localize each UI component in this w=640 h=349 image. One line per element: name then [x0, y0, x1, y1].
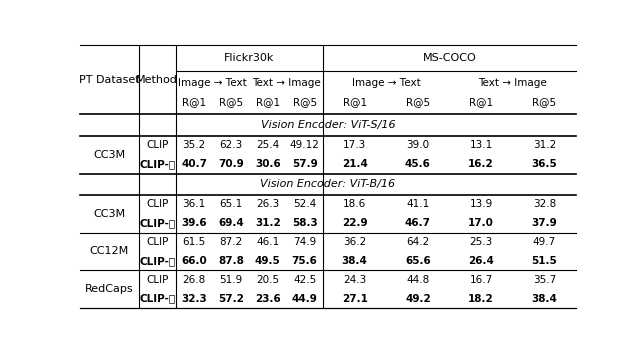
Text: 42.5: 42.5: [293, 275, 316, 285]
Text: 18.6: 18.6: [343, 200, 366, 209]
Text: R@1: R@1: [182, 97, 206, 107]
Text: 66.0: 66.0: [181, 256, 207, 266]
Text: 57.2: 57.2: [218, 294, 244, 304]
Text: 36.1: 36.1: [182, 200, 206, 209]
Text: RedCaps: RedCaps: [85, 284, 134, 294]
Text: 65.6: 65.6: [405, 256, 431, 266]
Text: R@1: R@1: [342, 97, 367, 107]
Text: Text → Image: Text → Image: [252, 79, 321, 89]
Text: Vision Encoder: ViT-S/16: Vision Encoder: ViT-S/16: [260, 120, 396, 130]
Text: 52.4: 52.4: [293, 200, 316, 209]
Text: 22.9: 22.9: [342, 218, 367, 228]
Text: Method: Method: [136, 74, 178, 84]
Text: CLIP: CLIP: [146, 200, 168, 209]
Text: R@1: R@1: [469, 97, 493, 107]
Text: Vision Encoder: ViT-B/16: Vision Encoder: ViT-B/16: [260, 179, 396, 189]
Text: 35.7: 35.7: [532, 275, 556, 285]
Text: 35.2: 35.2: [182, 140, 206, 150]
Text: CLIP-𝒞: CLIP-𝒞: [139, 218, 175, 228]
Text: 13.9: 13.9: [470, 200, 493, 209]
Text: 49.7: 49.7: [532, 237, 556, 247]
Text: 61.5: 61.5: [182, 237, 206, 247]
Text: 31.2: 31.2: [532, 140, 556, 150]
Text: R@5: R@5: [292, 97, 317, 107]
Text: 26.3: 26.3: [256, 200, 280, 209]
Text: 69.4: 69.4: [218, 218, 244, 228]
Text: MS-COCO: MS-COCO: [422, 53, 476, 63]
Text: 23.6: 23.6: [255, 294, 281, 304]
Text: R@1: R@1: [256, 97, 280, 107]
Text: CC12M: CC12M: [90, 246, 129, 257]
Text: 18.2: 18.2: [468, 294, 494, 304]
Text: Flickr30k: Flickr30k: [224, 53, 275, 63]
Text: R@5: R@5: [219, 97, 243, 107]
Text: 21.4: 21.4: [342, 159, 367, 169]
Text: 32.8: 32.8: [532, 200, 556, 209]
Text: 64.2: 64.2: [406, 237, 429, 247]
Text: 39.6: 39.6: [181, 218, 207, 228]
Text: 74.9: 74.9: [293, 237, 316, 247]
Text: 46.1: 46.1: [256, 237, 280, 247]
Text: 65.1: 65.1: [220, 200, 243, 209]
Text: Image → Text: Image → Text: [352, 79, 420, 89]
Text: 36.5: 36.5: [531, 159, 557, 169]
Text: Image → Text: Image → Text: [178, 79, 247, 89]
Text: 37.9: 37.9: [531, 218, 557, 228]
Text: 17.0: 17.0: [468, 218, 494, 228]
Text: 49.5: 49.5: [255, 256, 281, 266]
Text: 75.6: 75.6: [292, 256, 317, 266]
Text: 25.3: 25.3: [470, 237, 493, 247]
Text: 26.8: 26.8: [182, 275, 206, 285]
Text: 49.2: 49.2: [405, 294, 431, 304]
Text: 40.7: 40.7: [181, 159, 207, 169]
Text: 30.6: 30.6: [255, 159, 281, 169]
Text: 38.4: 38.4: [342, 256, 367, 266]
Text: 45.6: 45.6: [405, 159, 431, 169]
Text: R@5: R@5: [532, 97, 556, 107]
Text: CLIP-𝒞: CLIP-𝒞: [139, 159, 175, 169]
Text: 17.3: 17.3: [343, 140, 366, 150]
Text: 36.2: 36.2: [343, 237, 366, 247]
Text: 20.5: 20.5: [256, 275, 280, 285]
Text: CLIP-𝒞: CLIP-𝒞: [139, 256, 175, 266]
Text: 70.9: 70.9: [218, 159, 244, 169]
Text: 51.9: 51.9: [220, 275, 243, 285]
Text: 25.4: 25.4: [256, 140, 280, 150]
Text: 31.2: 31.2: [255, 218, 281, 228]
Text: 13.1: 13.1: [470, 140, 493, 150]
Text: Text → Image: Text → Image: [478, 79, 547, 89]
Text: 58.3: 58.3: [292, 218, 317, 228]
Text: 38.4: 38.4: [531, 294, 557, 304]
Text: 51.5: 51.5: [531, 256, 557, 266]
Text: CC3M: CC3M: [93, 150, 125, 160]
Text: 26.4: 26.4: [468, 256, 494, 266]
Text: 16.2: 16.2: [468, 159, 494, 169]
Text: 44.9: 44.9: [292, 294, 317, 304]
Text: R@5: R@5: [406, 97, 430, 107]
Text: 87.8: 87.8: [218, 256, 244, 266]
Text: PT Dataset: PT Dataset: [79, 74, 140, 84]
Text: 57.9: 57.9: [292, 159, 317, 169]
Text: 16.7: 16.7: [470, 275, 493, 285]
Text: 32.3: 32.3: [181, 294, 207, 304]
Text: 87.2: 87.2: [220, 237, 243, 247]
Text: 44.8: 44.8: [406, 275, 429, 285]
Text: 41.1: 41.1: [406, 200, 429, 209]
Text: 49.12: 49.12: [290, 140, 319, 150]
Text: CLIP: CLIP: [146, 140, 168, 150]
Text: 46.7: 46.7: [405, 218, 431, 228]
Text: CLIP: CLIP: [146, 237, 168, 247]
Text: CLIP-𝒞: CLIP-𝒞: [139, 294, 175, 304]
Text: CC3M: CC3M: [93, 209, 125, 219]
Text: 27.1: 27.1: [342, 294, 367, 304]
Text: CLIP: CLIP: [146, 275, 168, 285]
Text: 62.3: 62.3: [220, 140, 243, 150]
Text: 24.3: 24.3: [343, 275, 366, 285]
Text: 39.0: 39.0: [406, 140, 429, 150]
